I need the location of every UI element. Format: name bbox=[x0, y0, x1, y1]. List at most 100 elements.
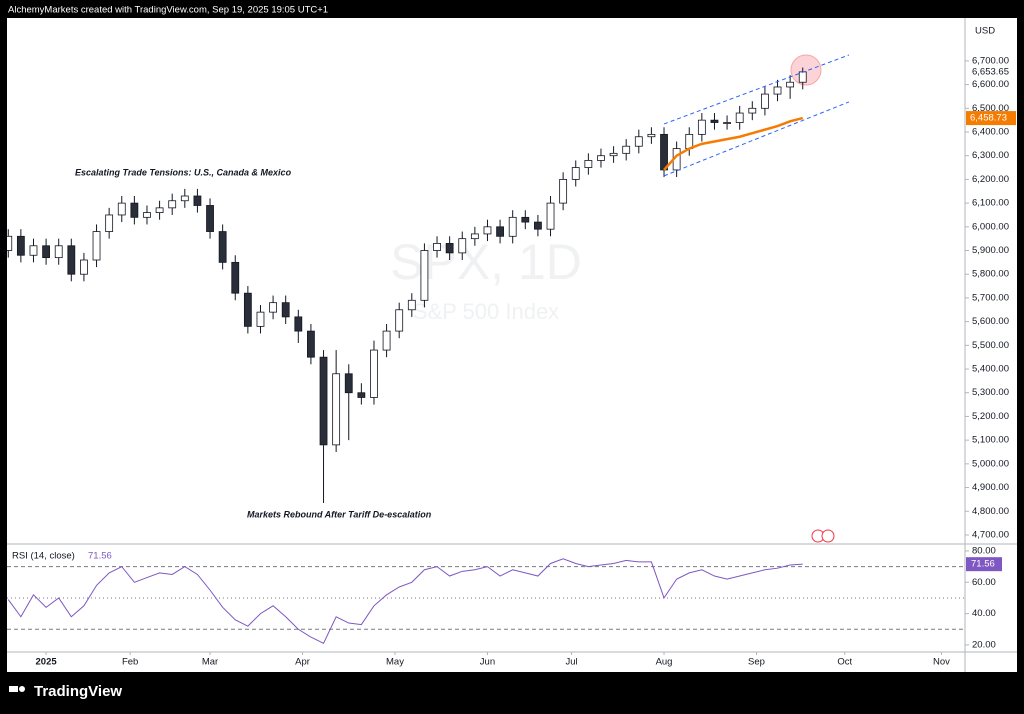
candle-body bbox=[458, 238, 467, 254]
x-tick-label: 2025 bbox=[36, 657, 58, 668]
y-tick-label: 6,300.00 bbox=[972, 150, 1009, 161]
rsi-title: RSI (14, close) bbox=[12, 551, 75, 562]
y-tick-label: 5,300.00 bbox=[972, 387, 1009, 398]
candle-body bbox=[559, 179, 568, 204]
candle-body bbox=[54, 245, 63, 259]
y-tick-label: 6,000.00 bbox=[972, 221, 1009, 232]
candle-body bbox=[761, 93, 769, 109]
candle-body bbox=[483, 226, 492, 235]
y-tick-label: 6,400.00 bbox=[972, 127, 1009, 138]
y-tick-label: 80.00 bbox=[972, 545, 996, 556]
last-price-label: 6,653.65 bbox=[972, 66, 1009, 77]
candle-body bbox=[660, 133, 668, 171]
candle-body bbox=[433, 243, 441, 251]
candle-body bbox=[508, 216, 517, 237]
candle-body bbox=[445, 243, 454, 254]
candle-body bbox=[307, 330, 315, 358]
candle-body bbox=[357, 392, 366, 398]
y-tick-label: 6,600.00 bbox=[972, 79, 1009, 90]
y-tick-label: 5,800.00 bbox=[972, 269, 1009, 280]
candle-body bbox=[332, 373, 341, 446]
candle-body bbox=[117, 202, 126, 216]
candle-body bbox=[130, 202, 139, 218]
candle-body bbox=[42, 245, 50, 259]
pane bbox=[7, 558, 965, 645]
candle-body bbox=[16, 235, 25, 256]
event-flag[interactable] bbox=[821, 529, 835, 543]
annotation: Markets Rebound After Tariff De-escalati… bbox=[247, 509, 432, 519]
y-tick-label: 5,400.00 bbox=[972, 364, 1009, 375]
y-tick-label: 4,700.00 bbox=[972, 529, 1009, 540]
candle-body bbox=[786, 81, 795, 88]
candle-body bbox=[773, 86, 782, 95]
candle-body bbox=[193, 195, 202, 206]
candle-body bbox=[609, 152, 618, 157]
y-tick-label: 4,900.00 bbox=[972, 482, 1009, 493]
candle-body bbox=[407, 299, 416, 311]
candle-body bbox=[534, 221, 542, 230]
watermark-title: SPX, 1D bbox=[390, 234, 582, 290]
annotation: Escalating Trade Tensions: U.S., Canada … bbox=[75, 167, 292, 177]
y-tick-label: 60.00 bbox=[972, 577, 996, 588]
candle-body bbox=[7, 235, 13, 251]
y-tick-label: 5,900.00 bbox=[972, 245, 1009, 256]
candle-body bbox=[697, 119, 706, 135]
y-tick-label: 6,200.00 bbox=[972, 174, 1009, 185]
brand-logo bbox=[9, 686, 18, 692]
watermark-subtitle: S&P 500 Index bbox=[413, 299, 559, 324]
candle-body bbox=[798, 71, 807, 83]
candle-body bbox=[67, 245, 76, 275]
x-tick-label: Aug bbox=[656, 657, 673, 668]
candle-body bbox=[319, 356, 328, 446]
x-tick-label: Sep bbox=[748, 657, 765, 668]
candle-body bbox=[735, 112, 744, 123]
candle-body bbox=[168, 200, 177, 209]
header: AlchemyMarkets created with TradingView.… bbox=[8, 5, 328, 16]
currency: USD bbox=[975, 26, 995, 37]
chart-panel bbox=[7, 18, 1017, 672]
candle-body bbox=[256, 311, 265, 327]
candle-body bbox=[243, 292, 252, 327]
candle-body bbox=[723, 122, 731, 124]
y-tick-label: 5,000.00 bbox=[972, 458, 1009, 469]
x-tick-label: Mar bbox=[202, 657, 218, 668]
candle-body bbox=[281, 302, 290, 318]
brand-logo bbox=[19, 686, 25, 692]
candle-body bbox=[470, 233, 479, 240]
candle-body bbox=[622, 145, 631, 154]
candle-body bbox=[420, 250, 429, 301]
candle-body bbox=[231, 261, 240, 294]
channel-line bbox=[663, 54, 850, 125]
candle-body bbox=[92, 231, 101, 261]
pane bbox=[7, 54, 850, 503]
candle-body bbox=[344, 373, 353, 394]
candle-body bbox=[496, 226, 504, 237]
candle-body bbox=[155, 207, 164, 213]
y-tick-label: 6,100.00 bbox=[972, 198, 1009, 209]
brand: TradingView bbox=[9, 683, 122, 700]
candle-body bbox=[294, 316, 303, 332]
y-tick-label: 5,600.00 bbox=[972, 316, 1009, 327]
x-tick-label: Oct bbox=[837, 657, 852, 668]
y-tick-label: 5,200.00 bbox=[972, 411, 1009, 422]
ma-tag-label: 6,458.73 bbox=[970, 113, 1007, 124]
candle-body bbox=[180, 195, 189, 202]
y-tick-label: 6,500.00 bbox=[972, 103, 1009, 114]
x-tick-label: May bbox=[386, 657, 404, 668]
candle-body bbox=[634, 136, 643, 147]
candle-body bbox=[546, 202, 555, 230]
candle-body bbox=[584, 160, 593, 168]
candle-body bbox=[218, 231, 227, 263]
x-tick-label: Jun bbox=[480, 657, 495, 668]
candle-body bbox=[521, 216, 530, 223]
x-tick-label: Feb bbox=[122, 657, 138, 668]
rsi-line bbox=[7, 558, 803, 645]
candle-body bbox=[80, 259, 88, 275]
candle-body bbox=[748, 107, 757, 114]
y-tick-label: 40.00 bbox=[972, 608, 996, 619]
ma-tag bbox=[966, 111, 1016, 126]
candle-body bbox=[395, 309, 404, 332]
y-tick-label: 6,700.00 bbox=[972, 55, 1009, 66]
x-tick-label: Apr bbox=[295, 657, 310, 668]
candle-body bbox=[105, 214, 114, 232]
